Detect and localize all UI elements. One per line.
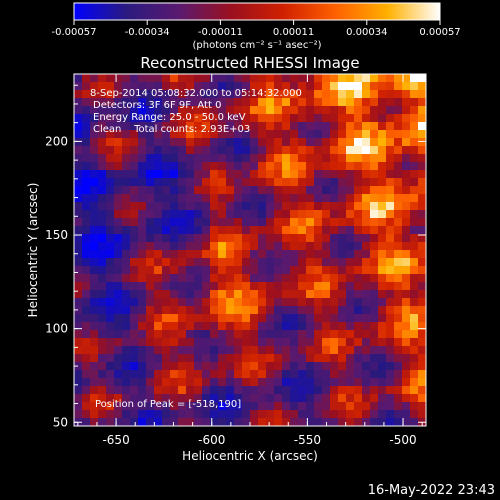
colorbar-tick-label: -0.00011 [198,27,243,38]
colorbar-tick-label: 0.00034 [346,27,387,38]
x-tick-label: -550 [294,433,321,447]
colorbar-tick-label: -0.00034 [125,27,170,38]
y-axis-label: Heliocentric Y (arcsec) [26,183,40,318]
annotation-time-range: 8-Sep-2014 05:08:32.000 to 05:14:32.000 [90,88,302,99]
x-tick-label: -650 [102,433,129,447]
colorbar [73,2,441,21]
x-tick-label: -500 [389,433,416,447]
colorbar-unit-label: (photons cm⁻² s⁻¹ asec⁻²) [192,40,321,51]
y-tick-label: 100 [45,322,68,336]
x-axis-label: Heliocentric X (arcsec) [182,449,318,463]
colorbar-tick-label: 0.00011 [273,27,314,38]
annotation-detectors: Detectors: 3F 6F 9F, Att 0 [93,100,221,111]
annotation-clean-counts: Clean Total counts: 2.93E+03 [93,124,250,135]
heatmap-image [74,74,427,427]
colorbar-tick-label: 0.00057 [419,27,460,38]
x-tick-label: -600 [198,433,225,447]
y-tick-label: 200 [45,134,68,148]
peak-position-label: Position of Peak = [-518,190] [95,399,241,410]
footer-timestamp: 16-May-2022 23:43 [368,483,495,498]
chart-title: Reconstructed RHESSI Image [140,54,359,72]
colorbar-tick-label: -0.00057 [52,27,97,38]
y-tick-label: 50 [53,415,68,429]
y-tick-label: 150 [45,228,68,242]
annotation-energy-range: Energy Range: 25.0 - 50.0 keV [93,112,246,123]
